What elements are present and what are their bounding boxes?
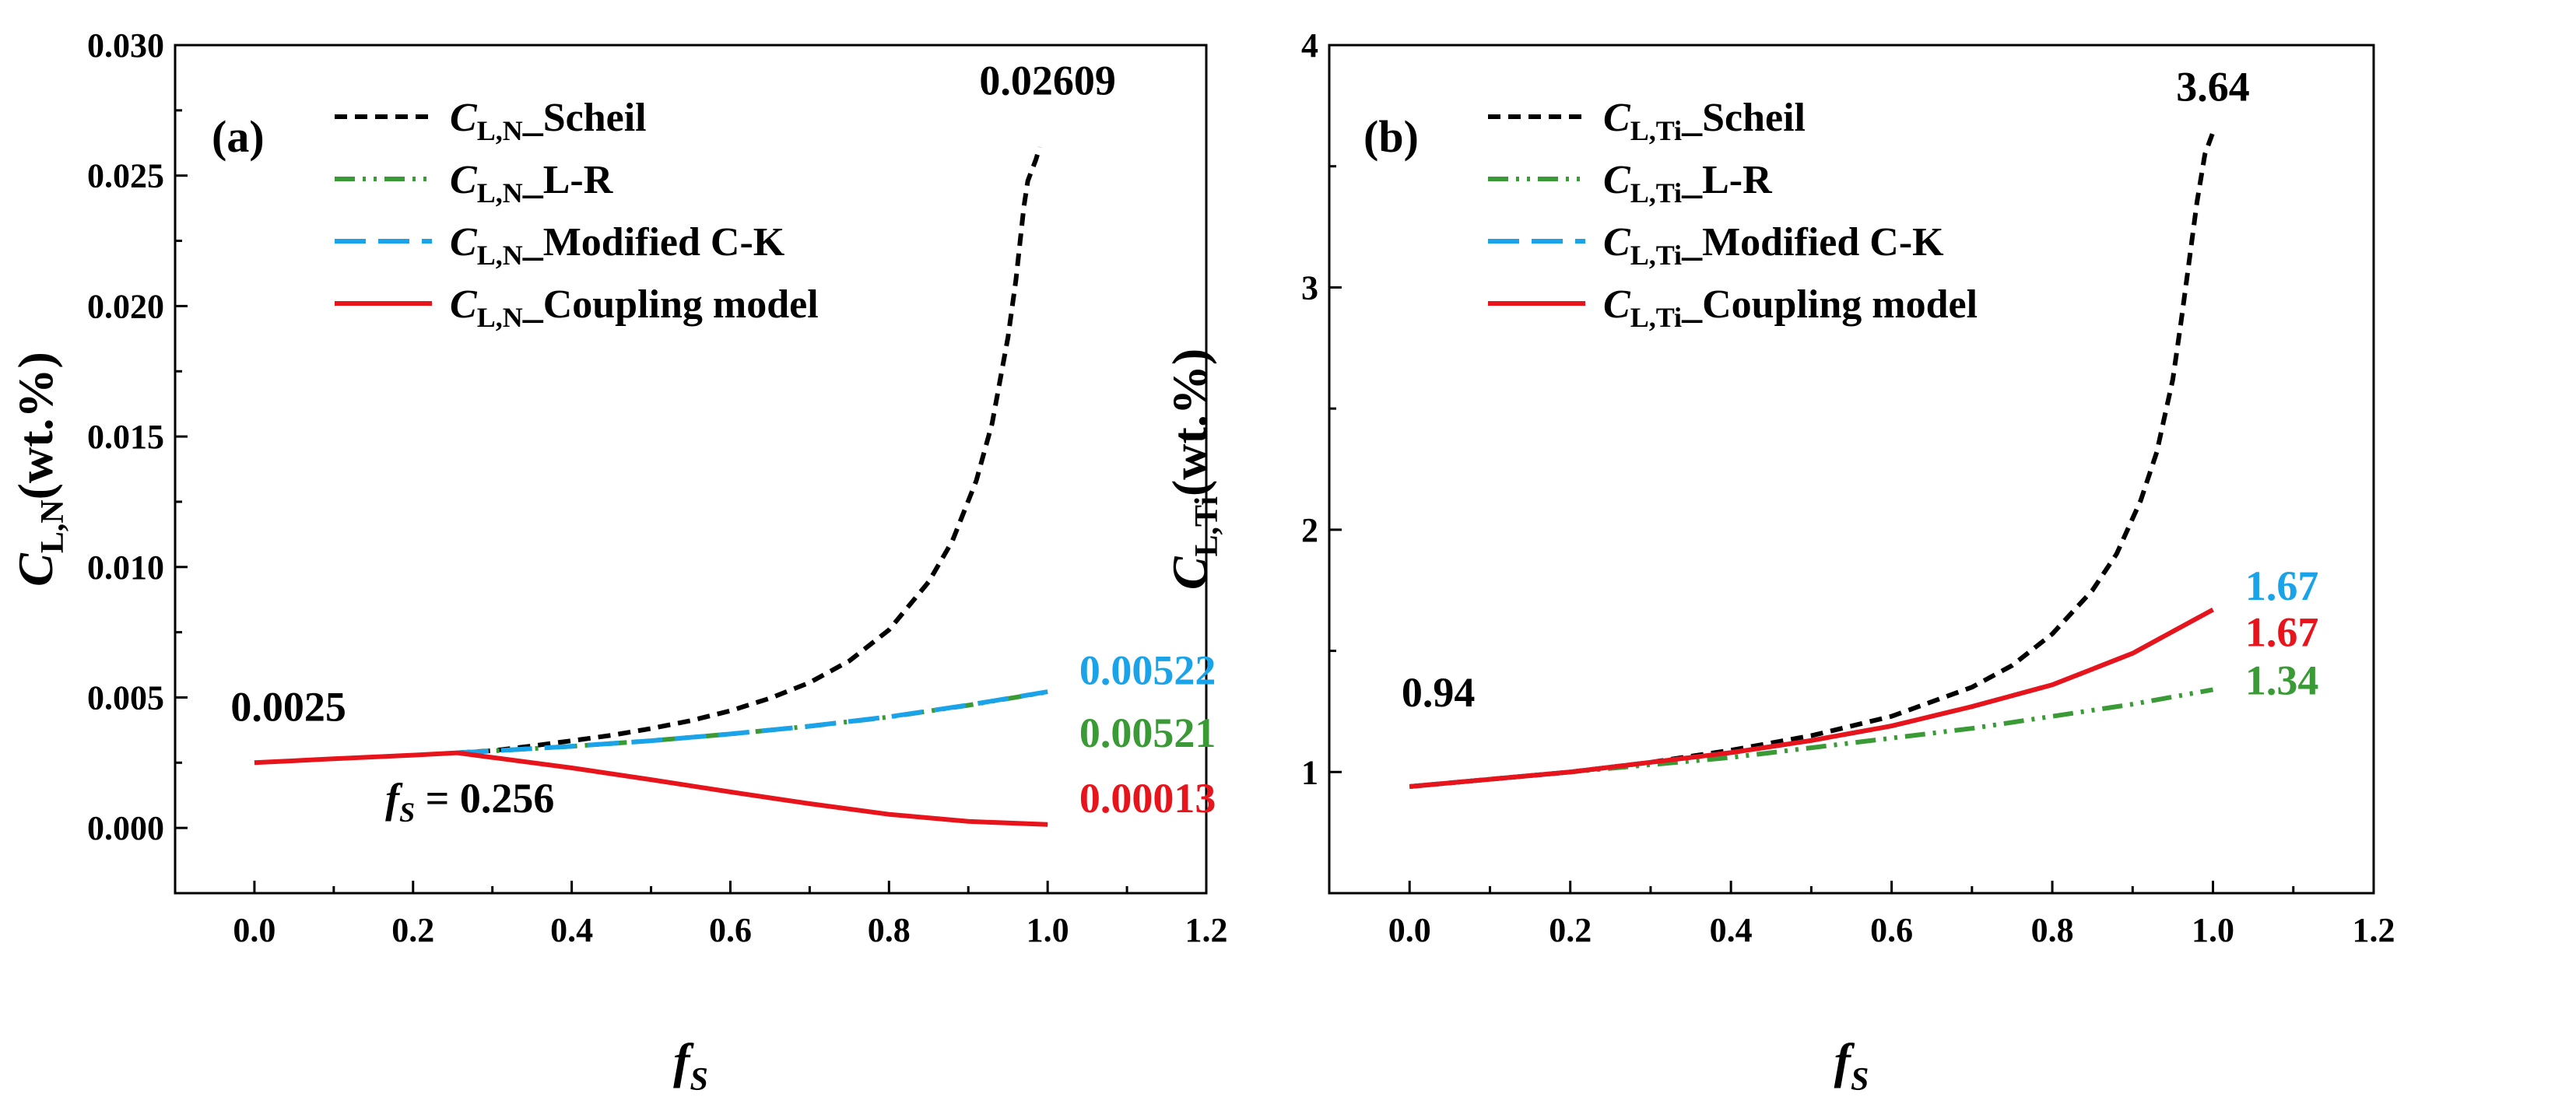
x-tick-label: 0.4 bbox=[550, 911, 593, 949]
y-tick-label: 2 bbox=[1301, 511, 1318, 549]
x-tick-label: 0.2 bbox=[391, 911, 434, 949]
value-annotation: 0.00522 bbox=[1079, 647, 1216, 694]
x-tick-label: 0.6 bbox=[709, 911, 752, 949]
y-tick-label: 0.030 bbox=[87, 26, 164, 65]
legend: CL,N_Scheil CL,N_L-R CL,N_Modified C-K CL,N… bbox=[335, 96, 819, 333]
plot-frame bbox=[1328, 44, 2375, 895]
y-tick-label: 1 bbox=[1301, 753, 1318, 791]
x-tick-label: 1.2 bbox=[2353, 911, 2395, 949]
panel-label: (b) bbox=[1363, 111, 1419, 162]
x-tick-label: 1.0 bbox=[1027, 911, 1069, 949]
legend-entry: CL,N_Scheil bbox=[450, 96, 647, 146]
y-tick-label: 0.010 bbox=[87, 548, 164, 587]
value-annotation: 1.67 bbox=[2245, 563, 2319, 609]
x-tick-label: 0.2 bbox=[1549, 911, 1592, 949]
value-annotation: 3.64 bbox=[2176, 64, 2250, 110]
value-annotation: 1.67 bbox=[2245, 608, 2319, 655]
legend-entry: CL,N_L-R bbox=[450, 158, 614, 209]
value-annotation: 0.00013 bbox=[1079, 775, 1216, 822]
series-line-coupling-model bbox=[254, 750, 1048, 827]
x-tick-label: 0.8 bbox=[2031, 911, 2074, 949]
series-line-modified-c-k bbox=[457, 689, 1048, 755]
y-tick-label: 3 bbox=[1301, 268, 1318, 307]
y-tick-label: 0.015 bbox=[87, 418, 164, 456]
y-tick-label: 0.005 bbox=[87, 678, 164, 717]
y-tick-label: 4 bbox=[1301, 26, 1318, 65]
value-annotation: 0.94 bbox=[1402, 669, 1476, 716]
value-annotation: 0.00521 bbox=[1079, 710, 1216, 756]
x-tick-label: 1.2 bbox=[1185, 911, 1228, 949]
x-tick-label: 0.8 bbox=[868, 911, 911, 949]
legend-entry: CL,Ti_Modified C-K bbox=[1603, 220, 1944, 271]
value-annotation: 0.02609 bbox=[979, 58, 1116, 104]
x-tick-label: 0.0 bbox=[233, 911, 275, 949]
value-annotation: 1.34 bbox=[2245, 657, 2319, 704]
y-axis-title: CL,Ti(wt.%) bbox=[1162, 349, 1225, 590]
legend-entry: CL,Ti_L-R bbox=[1603, 158, 1773, 209]
series-line-l-r bbox=[1409, 687, 2214, 789]
y-axis-title: CL,N(wt.%) bbox=[8, 352, 71, 587]
x-tick-label: 0.6 bbox=[1870, 911, 1913, 949]
legend: CL,Ti_Scheil CL,Ti_L-R CL,Ti_Modified C-K C… bbox=[1488, 96, 1978, 333]
series-line-scheil bbox=[1409, 131, 2216, 789]
legend-entry: CL,Ti_Scheil bbox=[1603, 96, 1806, 146]
y-tick-label: 0.000 bbox=[87, 809, 164, 847]
y-tick-label: 0.025 bbox=[87, 157, 164, 195]
series-line-modified-c-k bbox=[1409, 607, 2214, 789]
y-tick-label: 0.020 bbox=[87, 287, 164, 325]
legend-entry: CL,N_Coupling model bbox=[450, 282, 819, 333]
chart-panel-b: 0.0 0.2 0.4 0.6 0.8 1.0 1.2 1 2 3 4 (b) CL,Ti_Scheil… bbox=[1162, 26, 2395, 1098]
series-line-coupling-model bbox=[1409, 607, 2214, 789]
value-annotation: 0.0025 bbox=[230, 684, 346, 731]
series-line-scheil bbox=[457, 146, 1042, 755]
x-tick-label: 0.4 bbox=[1710, 911, 1753, 949]
breakpoint-annotation: fS = 0.256 bbox=[385, 775, 554, 828]
legend-entry: CL,N_Modified C-K bbox=[450, 220, 785, 271]
panel-label: (a) bbox=[212, 111, 265, 162]
x-axis-title: fS bbox=[1834, 1033, 1869, 1098]
x-tick-label: 1.0 bbox=[2192, 911, 2234, 949]
x-axis-title: fS bbox=[673, 1033, 708, 1098]
plot-frame bbox=[174, 44, 1208, 895]
chart-panel-a: 0.0 0.2 0.4 0.6 0.8 1.0 1.2 0.000 0.005 0.010 0.01… bbox=[8, 26, 1228, 1098]
x-tick-label: 0.0 bbox=[1388, 911, 1431, 949]
legend-entry: CL,Ti_Coupling model bbox=[1603, 282, 1978, 333]
